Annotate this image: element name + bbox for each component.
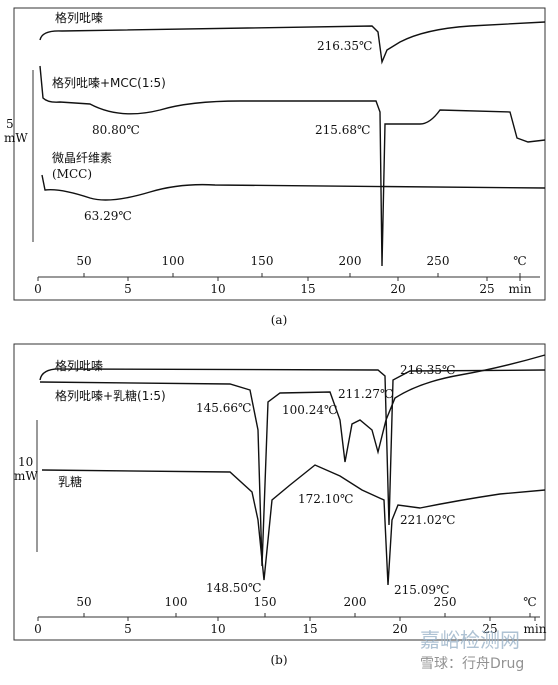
time-tick-label: 0 — [34, 622, 42, 636]
temperature-tick-label: 50 — [76, 254, 91, 268]
time-tick-label: 25 — [479, 282, 494, 296]
annotation: 216.35℃ — [400, 363, 455, 377]
temperature-tick-label: ℃ — [523, 595, 536, 609]
temperature-tick-label: 150 — [251, 254, 274, 268]
scale-label: 10 — [18, 455, 33, 469]
annotation: 172.10℃ — [298, 492, 353, 506]
annotation: 211.27℃ — [338, 387, 393, 401]
time-tick-label: 0 — [34, 282, 42, 296]
time-tick-label: min — [524, 622, 547, 636]
annotation: 216.35℃ — [317, 39, 372, 53]
temperature-tick-label: 250 — [427, 254, 450, 268]
curve-label: 乳糖 — [58, 474, 82, 489]
curve-label: 格列吡嗪+MCC(1:5) — [52, 75, 166, 90]
curve — [41, 464, 546, 586]
time-tick-label: 10 — [210, 622, 225, 636]
caption: (b) — [270, 653, 287, 667]
temperature-tick-label: 150 — [254, 595, 277, 609]
time-tick-label: 5 — [124, 282, 132, 296]
scale-label: mW — [14, 469, 38, 483]
annotation: 215.09℃ — [394, 583, 449, 597]
curve-label: 微晶纤维素 — [52, 151, 112, 165]
temperature-tick-label: ℃ — [513, 254, 526, 268]
caption: (a) — [271, 313, 288, 327]
time-tick-label: 15 — [302, 622, 317, 636]
annotation: 145.66℃ — [196, 401, 251, 415]
scale-label: mW — [4, 131, 28, 145]
temperature-tick-label: 200 — [339, 254, 362, 268]
time-tick-label: 15 — [300, 282, 315, 296]
annotation: 215.68℃ — [315, 123, 370, 137]
temperature-tick-label: 200 — [344, 595, 367, 609]
annotation: 221.02℃ — [400, 513, 455, 527]
temperature-tick-label: 100 — [162, 254, 185, 268]
time-tick-label: 20 — [390, 282, 405, 296]
time-tick-label: 20 — [392, 622, 407, 636]
time-tick-label: 25 — [482, 622, 497, 636]
curve — [39, 354, 546, 567]
scale-label: 5 — [6, 117, 14, 131]
time-tick-label: 10 — [210, 282, 225, 296]
temperature-tick-label: 50 — [76, 595, 91, 609]
curve-label: (MCC) — [52, 167, 92, 181]
curve — [41, 174, 546, 201]
annotation: 80.80℃ — [92, 123, 140, 137]
axis: 50 100 150 200 250 ℃ 0 5 10 15 20 25 min — [34, 595, 547, 636]
watermark: 嘉峪检测网 — [420, 628, 520, 652]
curve-label: 格列吡嗪 — [55, 358, 103, 373]
time-tick-label: 5 — [124, 622, 132, 636]
panel-frame — [13, 7, 546, 301]
curve — [39, 368, 546, 526]
watermark: 雪球：行舟Drug — [420, 656, 524, 672]
curve-label: 格列吡嗪+乳糖(1:5) — [55, 388, 166, 403]
annotation: 100.24℃ — [282, 403, 337, 417]
curve — [39, 65, 546, 267]
annotation: 63.29℃ — [84, 209, 132, 223]
temperature-tick-label: 100 — [165, 595, 188, 609]
curve-label: 格列吡嗪 — [55, 10, 103, 25]
temperature-tick-label: 250 — [434, 595, 457, 609]
annotation: 148.50℃ — [206, 581, 261, 595]
axis: 50 100 150 200 250 ℃ 0 5 10 15 20 25 min — [34, 254, 532, 296]
panel-frame — [13, 343, 546, 641]
curve — [39, 21, 546, 65]
time-tick-label: min — [509, 282, 532, 296]
